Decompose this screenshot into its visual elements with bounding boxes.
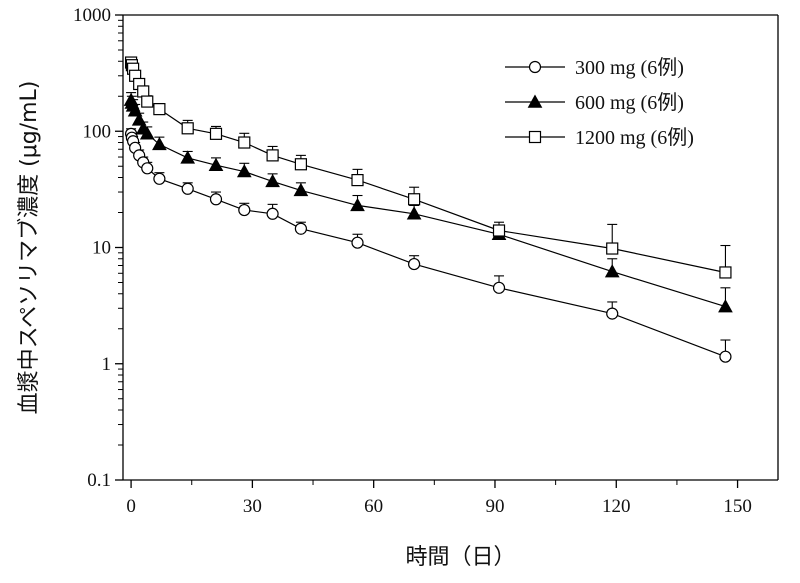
square-marker: [153, 103, 166, 116]
triangle-marker: [131, 112, 147, 126]
circle-marker: [181, 182, 194, 195]
x-tick-label: 150: [723, 496, 752, 517]
square-marker: [181, 122, 194, 135]
circle-marker: [719, 350, 732, 363]
x-tick-label: 30: [243, 496, 262, 517]
y-tick-label: 10: [92, 238, 111, 259]
x-tick-label: 0: [126, 496, 136, 517]
triangle-marker: [406, 206, 422, 220]
legend-item-2: 600 mg (6例): [505, 91, 684, 114]
x-axis-ticks: 0 30 60 90 120 150: [126, 480, 752, 517]
square-marker: [141, 95, 154, 108]
x-axis-title: 時間（日）: [405, 545, 515, 570]
square-marker: [606, 242, 619, 255]
triangle-marker: [265, 173, 280, 188]
triangle-marker: [718, 299, 733, 313]
circle-marker: [606, 307, 619, 320]
circle-marker: [209, 193, 223, 206]
circle-marker: [492, 281, 506, 294]
triangle-marker: [604, 264, 620, 278]
legend-label: 1200 mg (6例): [575, 126, 694, 149]
y-axis-title: 血漿中スペソリマブ濃度 (μg/mL): [17, 81, 42, 415]
triangle-marker: [236, 164, 252, 178]
square-marker: [238, 136, 251, 149]
legend-label: 300 mg (6例): [575, 56, 684, 79]
square-marker: [528, 130, 542, 144]
y-tick-label: 100: [83, 121, 112, 142]
square-marker: [492, 224, 506, 237]
circle-marker: [238, 203, 251, 217]
circle-marker: [294, 222, 308, 235]
series-1: [124, 127, 732, 363]
square-marker: [137, 85, 150, 98]
series-2: [123, 92, 733, 313]
y-tick-label: 0.1: [87, 470, 111, 491]
triangle-marker: [350, 197, 365, 212]
y-tick-label: 1: [102, 354, 112, 375]
circle-marker: [408, 257, 421, 271]
square-marker: [209, 127, 223, 140]
circle-marker: [351, 236, 364, 249]
circle-marker: [528, 60, 542, 74]
x-tick-label: 60: [364, 496, 383, 517]
circle-marker: [153, 172, 166, 185]
y-tick-label: 1000: [73, 5, 111, 26]
triangle-marker: [139, 126, 155, 140]
triangle-marker: [180, 150, 196, 164]
triangle-marker: [152, 136, 167, 151]
plot-area: [122, 14, 779, 481]
triangle-marker: [208, 157, 224, 171]
legend: 300 mg (6例) 600 mg (6例) 1200 mg (6例): [505, 56, 694, 149]
triangle-marker: [127, 103, 143, 117]
square-marker: [294, 158, 308, 171]
square-marker: [408, 193, 421, 206]
x-tick-label: 120: [602, 496, 631, 517]
square-marker: [351, 174, 364, 187]
y-axis-ticks: 0.1 1 10 100 1000: [73, 5, 123, 491]
circle-marker: [266, 207, 279, 220]
square-marker: [266, 149, 279, 162]
series-3: [124, 56, 732, 279]
legend-label: 600 mg (6例): [575, 91, 684, 114]
legend-item-1: 300 mg (6例): [505, 56, 684, 79]
square-marker: [719, 266, 732, 279]
legend-item-3: 1200 mg (6例): [505, 126, 694, 149]
series-layer: [123, 56, 733, 363]
triangle-marker: [293, 182, 309, 197]
x-tick-label: 90: [485, 496, 504, 517]
circle-marker: [141, 162, 154, 175]
triangle-marker: [527, 94, 543, 108]
